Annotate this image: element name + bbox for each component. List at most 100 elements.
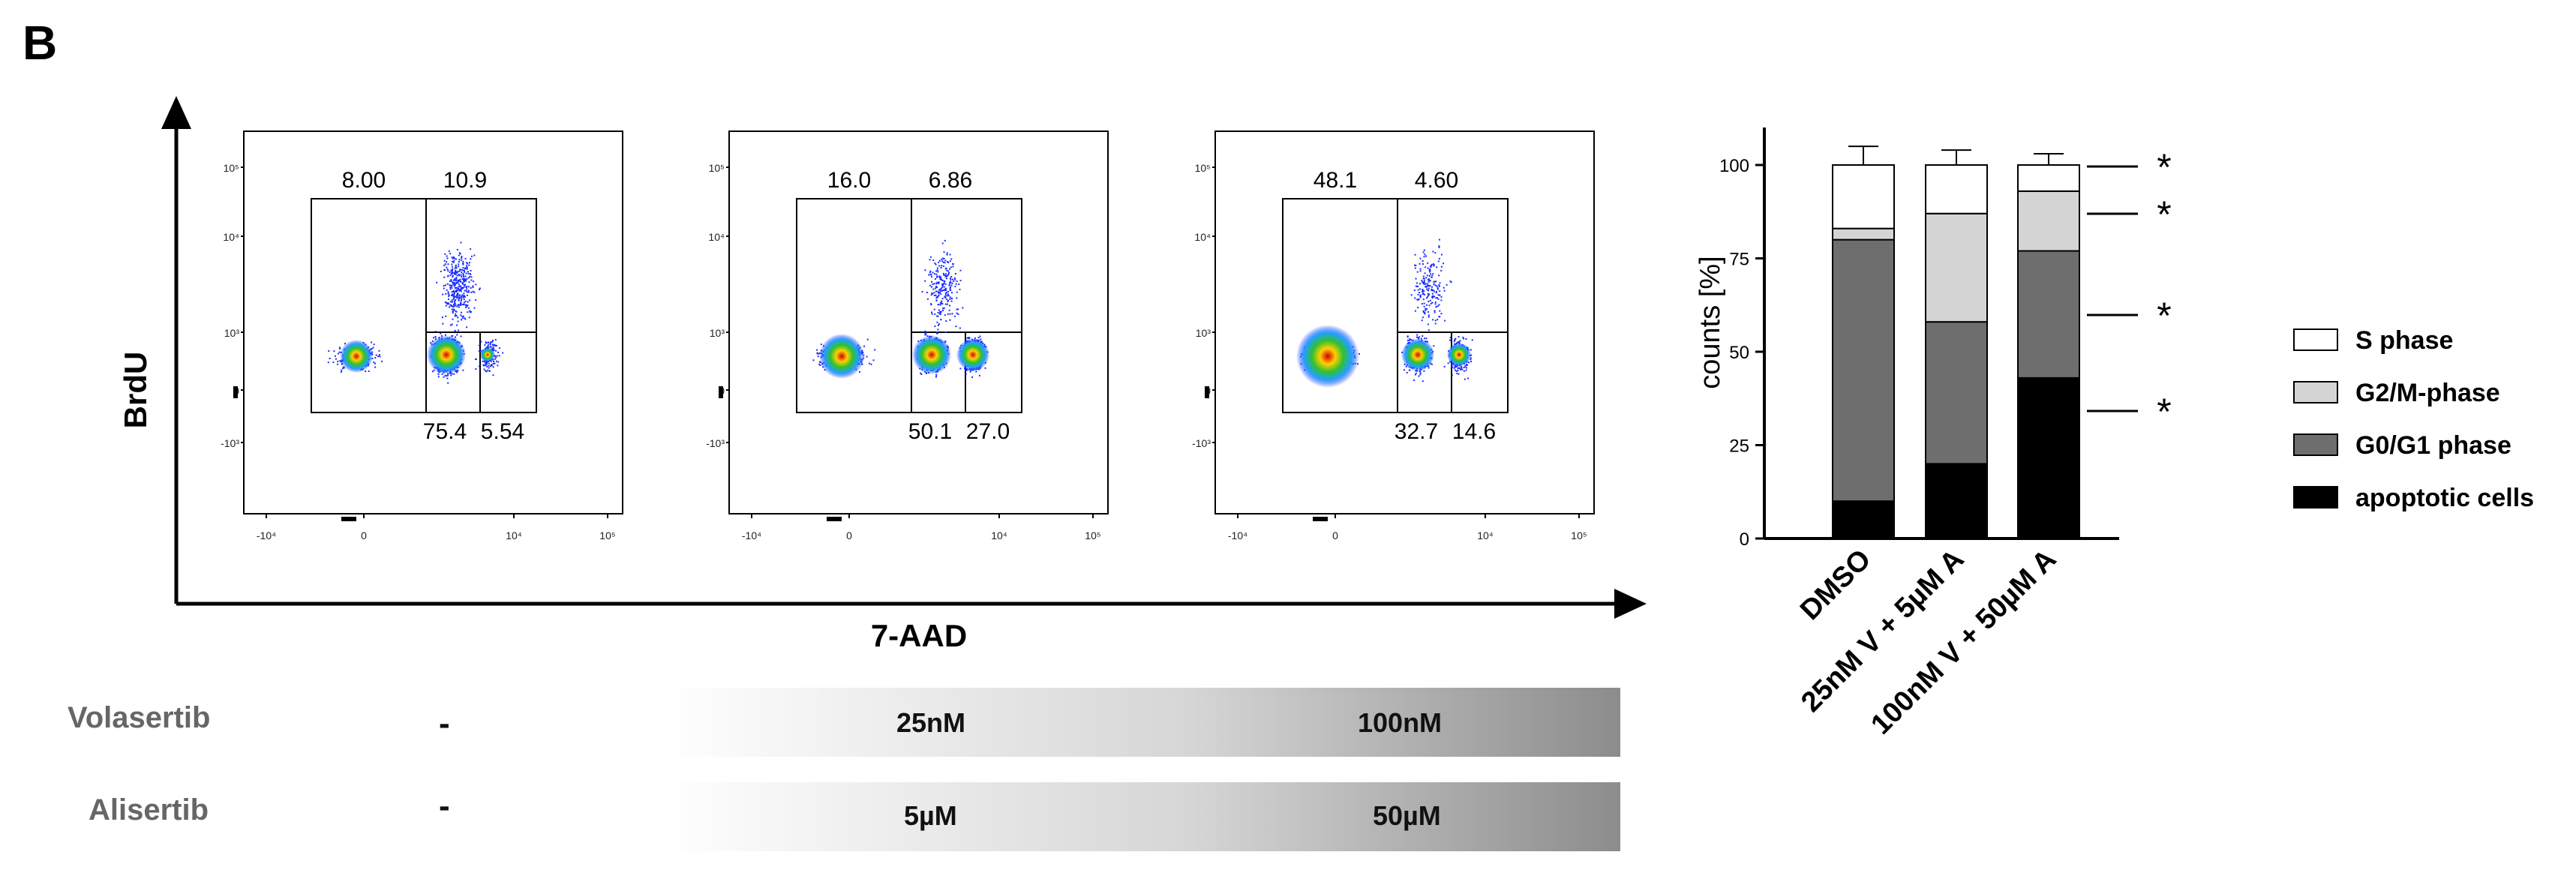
event-dot — [464, 275, 467, 278]
event-dot — [470, 274, 472, 275]
event-dot — [1425, 283, 1427, 285]
event-dot — [1419, 292, 1421, 293]
bar-segment — [1832, 164, 1895, 230]
event-dot — [470, 310, 473, 313]
event-dot — [457, 293, 459, 295]
x-tick-label: 0 — [361, 530, 367, 542]
event-dot — [461, 294, 464, 296]
event-dot — [938, 282, 940, 284]
event-dot — [1452, 366, 1454, 368]
quadrant-top-left: 48.1 — [1314, 168, 1357, 193]
event-dot — [461, 286, 462, 289]
event-dot — [931, 313, 933, 315]
event-dot — [1425, 286, 1427, 288]
alisertib-high-dose: 50µM — [1373, 800, 1441, 831]
event-dot — [971, 376, 973, 378]
event-dot — [1416, 334, 1419, 336]
event-dot — [455, 273, 457, 275]
event-dot — [933, 283, 935, 285]
event-dot — [433, 337, 434, 339]
event-dot — [1433, 264, 1435, 266]
gate-top-right — [911, 198, 1022, 333]
event-dot — [1422, 281, 1424, 284]
event-dot — [437, 376, 440, 378]
event-dot — [461, 298, 463, 300]
event-dot — [978, 374, 980, 376]
flow-x-axis-label: 7-AAD — [871, 618, 967, 653]
event-dot — [940, 292, 942, 295]
event-dot — [458, 270, 461, 272]
event-dot — [450, 278, 452, 280]
event-dot — [452, 290, 455, 292]
event-dot — [1429, 271, 1431, 273]
significance-star: * — [2157, 295, 2171, 337]
event-dot — [460, 274, 462, 276]
event-dot — [1414, 264, 1416, 266]
event-dot — [1414, 374, 1416, 376]
event-dot — [458, 274, 460, 276]
event-dot — [941, 285, 944, 287]
event-dot — [1431, 297, 1434, 299]
event-dot — [1437, 298, 1440, 300]
event-dot — [935, 273, 938, 275]
event-dot — [1462, 336, 1464, 338]
event-dot — [931, 286, 933, 288]
event-dot — [456, 324, 458, 326]
event-dot — [452, 261, 455, 263]
event-dot — [921, 291, 923, 292]
event-dot — [1443, 286, 1445, 289]
event-dot — [933, 308, 935, 310]
event-dot — [984, 367, 986, 369]
event-dot — [949, 290, 951, 291]
event-dot — [1427, 296, 1429, 298]
event-dot — [491, 344, 494, 346]
event-dot — [941, 284, 944, 286]
event-dot — [937, 296, 939, 297]
event-dot — [1470, 357, 1472, 359]
event-dot — [818, 363, 821, 365]
density-hotspot — [956, 338, 989, 371]
event-dot — [928, 274, 930, 276]
event-dot — [460, 314, 462, 316]
event-dot — [457, 289, 459, 291]
event-dot — [1419, 336, 1421, 338]
event-dot — [465, 306, 467, 308]
event-dot — [469, 276, 471, 278]
event-dot — [472, 285, 474, 287]
event-dot — [953, 280, 955, 283]
event-dot — [373, 362, 375, 363]
x-tick-label: 10⁵ — [1085, 530, 1100, 542]
event-dot — [948, 272, 950, 274]
event-dot — [464, 290, 466, 292]
event-dot — [1437, 287, 1439, 289]
event-dot — [1430, 266, 1432, 268]
event-dot — [936, 286, 938, 288]
event-dot — [466, 268, 468, 270]
event-dot — [938, 291, 941, 293]
event-dot — [458, 297, 460, 298]
event-dot — [949, 268, 950, 270]
event-dot — [457, 304, 459, 306]
event-dot — [925, 333, 927, 335]
y-tick-label: -10³ — [706, 437, 725, 449]
event-dot — [470, 255, 473, 257]
event-dot — [455, 336, 456, 338]
event-dot — [937, 304, 939, 305]
event-dot — [461, 256, 463, 257]
event-dot — [447, 382, 449, 384]
event-dot — [452, 305, 454, 308]
event-dot — [1455, 338, 1457, 340]
event-dot — [1422, 291, 1424, 293]
event-dot — [920, 374, 923, 375]
event-dot — [445, 292, 447, 295]
event-dot — [941, 279, 944, 281]
event-dot — [373, 344, 375, 346]
event-dot — [453, 272, 455, 274]
event-dot — [1407, 335, 1409, 338]
event-dot — [453, 281, 455, 284]
event-dot — [934, 295, 935, 296]
event-dot — [454, 299, 456, 302]
event-dot — [932, 259, 935, 261]
event-dot — [1425, 286, 1428, 288]
event-dot — [1458, 373, 1460, 375]
